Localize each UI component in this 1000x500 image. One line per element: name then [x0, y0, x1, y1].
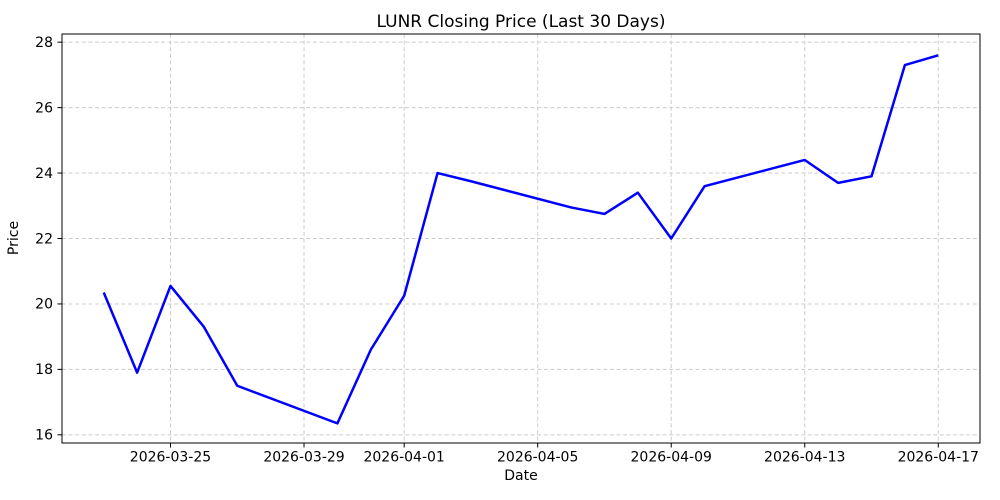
price-line — [102, 54, 939, 425]
y-tick-label: 18 — [35, 362, 53, 378]
x-tick-label: 2026-04-09 — [631, 450, 712, 466]
x-tick-label: 2026-04-17 — [898, 450, 979, 466]
chart-title: LUNR Closing Price (Last 30 Days) — [376, 12, 666, 32]
y-tick-label: 28 — [35, 35, 53, 51]
y-tick-label: 22 — [35, 231, 53, 247]
x-tick-label: 2026-03-25 — [130, 450, 211, 466]
y-tick-label: 20 — [35, 297, 53, 313]
x-tick-label: 2026-04-05 — [497, 450, 578, 466]
y-tick-label: 24 — [35, 166, 53, 182]
x-tick-label: 2026-03-29 — [263, 450, 344, 466]
y-tick-label: 26 — [35, 100, 53, 116]
x-tick-label: 2026-04-01 — [363, 450, 444, 466]
y-tick-label: 16 — [35, 428, 53, 444]
x-axis-label: Date — [504, 468, 538, 484]
y-axis-label: Price — [6, 220, 22, 256]
x-tick-label: 2026-04-13 — [764, 450, 845, 466]
